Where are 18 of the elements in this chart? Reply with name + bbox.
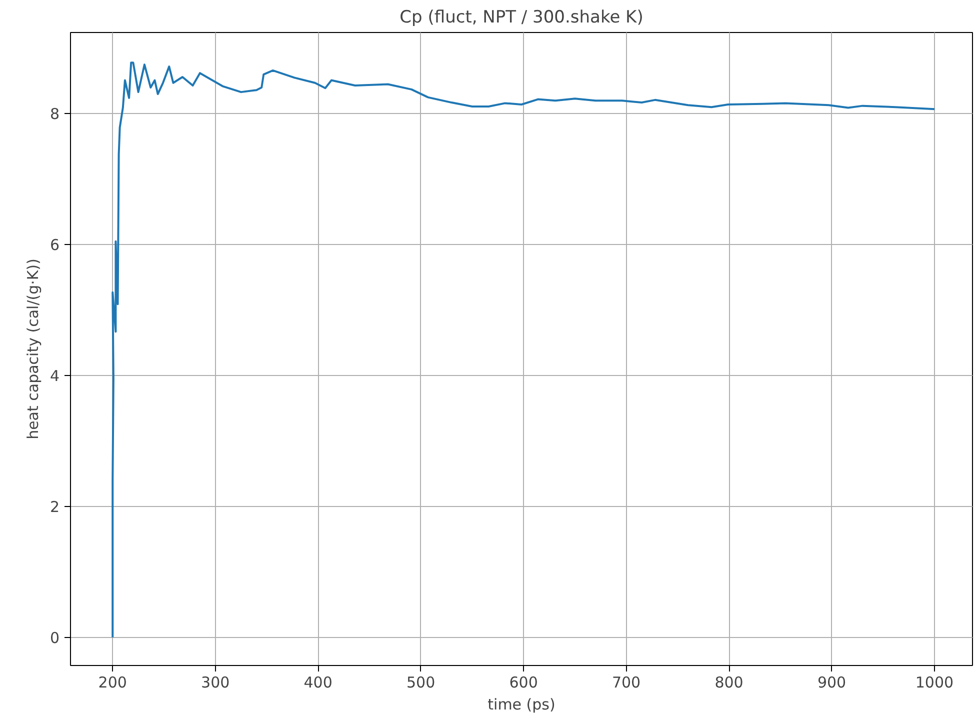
x-tick-label: 800 [714, 674, 744, 692]
x-axis-title: time (ps) [488, 696, 556, 714]
y-tick-label: 0 [50, 628, 60, 647]
chart-title: Cp (fluct, NPT / 300.shake K) [400, 8, 644, 28]
x-tick-label: 1000 [915, 674, 954, 692]
line-series [112, 62, 936, 638]
x-tick-label: 400 [304, 674, 332, 692]
y-tick-label: 6 [50, 236, 60, 254]
x-tick-label: 300 [201, 674, 230, 692]
y-tick-label: 2 [50, 498, 60, 516]
x-tick-label: 600 [509, 674, 538, 692]
y-tick-label: 8 [50, 105, 60, 124]
x-tick-label: 700 [612, 674, 641, 692]
y-axis-title: heat capacity (cal/(g·K)) [24, 258, 42, 440]
x-tick-label: 900 [817, 674, 846, 692]
x-tick-label: 200 [98, 674, 127, 692]
y-tick-label: 4 [50, 367, 60, 386]
x-tick-label: 500 [406, 674, 436, 692]
